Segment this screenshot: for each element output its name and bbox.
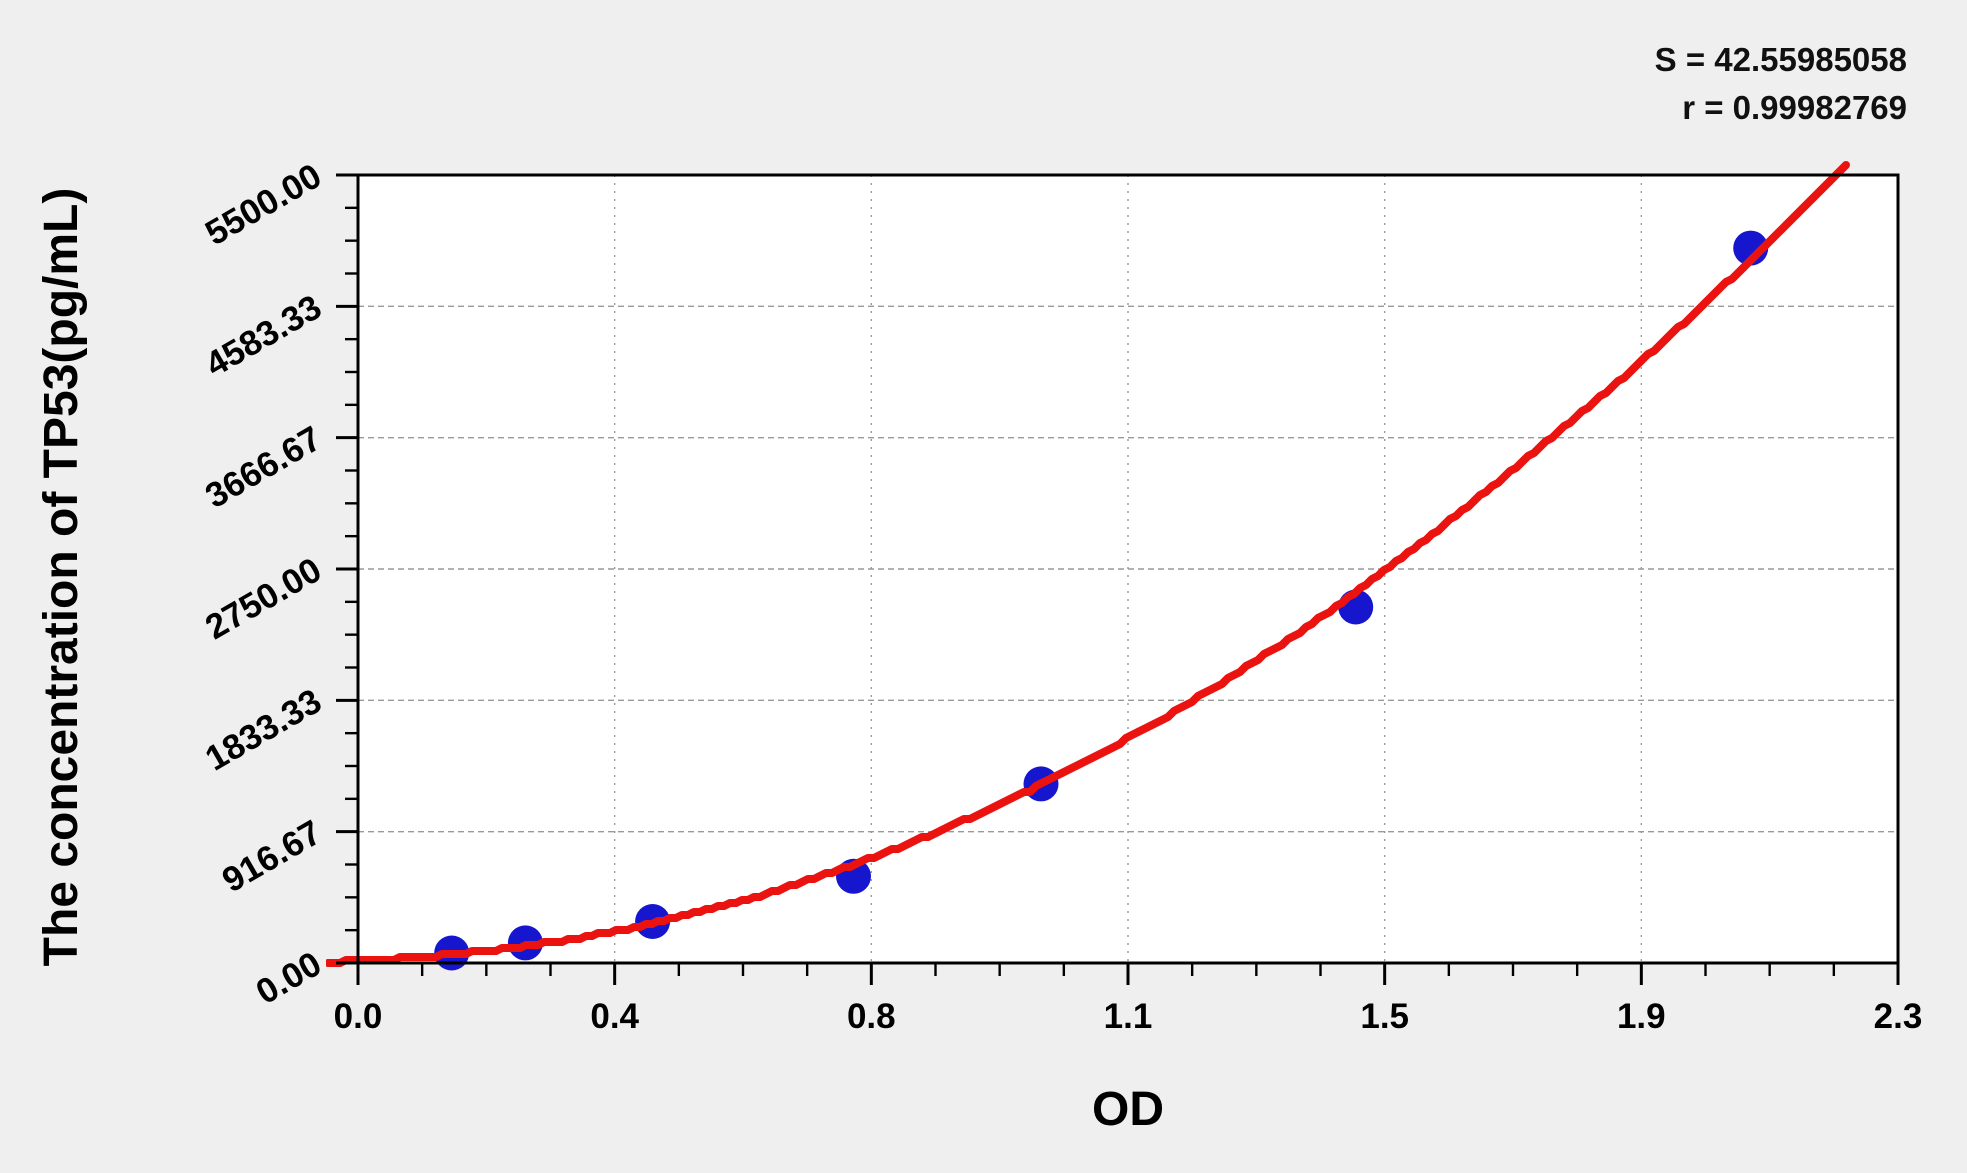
y-tick-label: 0.00	[250, 944, 328, 1012]
y-tick-label: 2750.00	[199, 550, 328, 647]
y-tick-label: 4583.33	[199, 287, 328, 384]
x-tick-label: 0.0	[334, 997, 383, 1036]
y-tick-label: 5500.00	[199, 156, 328, 253]
x-tick-label: 1.9	[1617, 997, 1666, 1036]
fit-curve	[326, 161, 1850, 967]
y-tick-label: 3666.67	[199, 419, 328, 516]
x-axis-title: OD	[1092, 1083, 1164, 1136]
x-tick-label: 1.5	[1360, 997, 1409, 1036]
x-tick-label: 2.3	[1874, 997, 1923, 1036]
fit-s-value: S = 42.55985058	[1654, 41, 1907, 78]
x-tick-label: 0.4	[590, 997, 639, 1036]
fit-statistics: S = 42.55985058 r = 0.99982769	[1655, 36, 1907, 132]
y-tick-label: 916.67	[216, 813, 328, 900]
y-tick-label: 1833.33	[199, 681, 328, 778]
x-tick-label: 1.1	[1104, 997, 1153, 1036]
fit-r-value: r = 0.99982769	[1682, 88, 1907, 126]
x-tick-label: 0.8	[847, 997, 896, 1036]
